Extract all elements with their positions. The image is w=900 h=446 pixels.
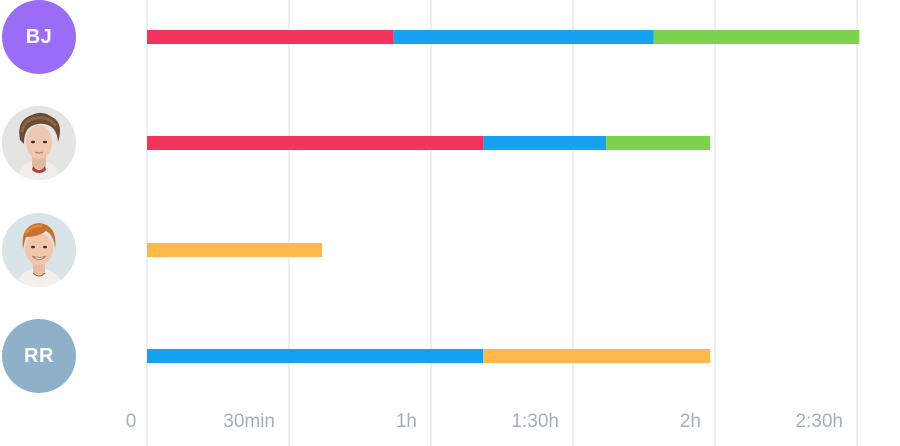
bar-segment <box>147 243 323 257</box>
bar-segment <box>483 349 711 363</box>
smiling-woman-photo-icon <box>2 213 76 287</box>
bar-segment <box>606 136 711 150</box>
user-avatar-initials: RR <box>2 319 76 393</box>
bar-segment <box>147 30 394 44</box>
grid-lines <box>146 0 858 446</box>
avatar-initials: RR <box>24 344 54 367</box>
bar-segment <box>147 136 484 150</box>
x-tick-label: 1:30h <box>511 411 559 432</box>
user-avatar-photo <box>2 106 76 180</box>
bar-segment <box>393 30 654 44</box>
x-tick-label: 1h <box>396 411 417 432</box>
bar-segment <box>483 136 607 150</box>
x-tick-label: 2:30h <box>795 411 843 432</box>
user-avatar-photo <box>2 213 76 287</box>
young-man-photo-icon <box>2 106 76 180</box>
x-tick-label: 2h <box>680 411 701 432</box>
bar-segment <box>653 30 860 44</box>
bars <box>147 30 860 363</box>
user-avatar-initials: BJ <box>2 0 76 74</box>
x-axis-ticks: 0 30min 1h 1:30h 2h 2:30h <box>126 411 843 432</box>
x-tick-label: 30min <box>223 411 275 432</box>
bar-segment <box>147 349 484 363</box>
avatar-initials: BJ <box>25 25 53 48</box>
x-tick-label: 0 <box>126 411 137 432</box>
